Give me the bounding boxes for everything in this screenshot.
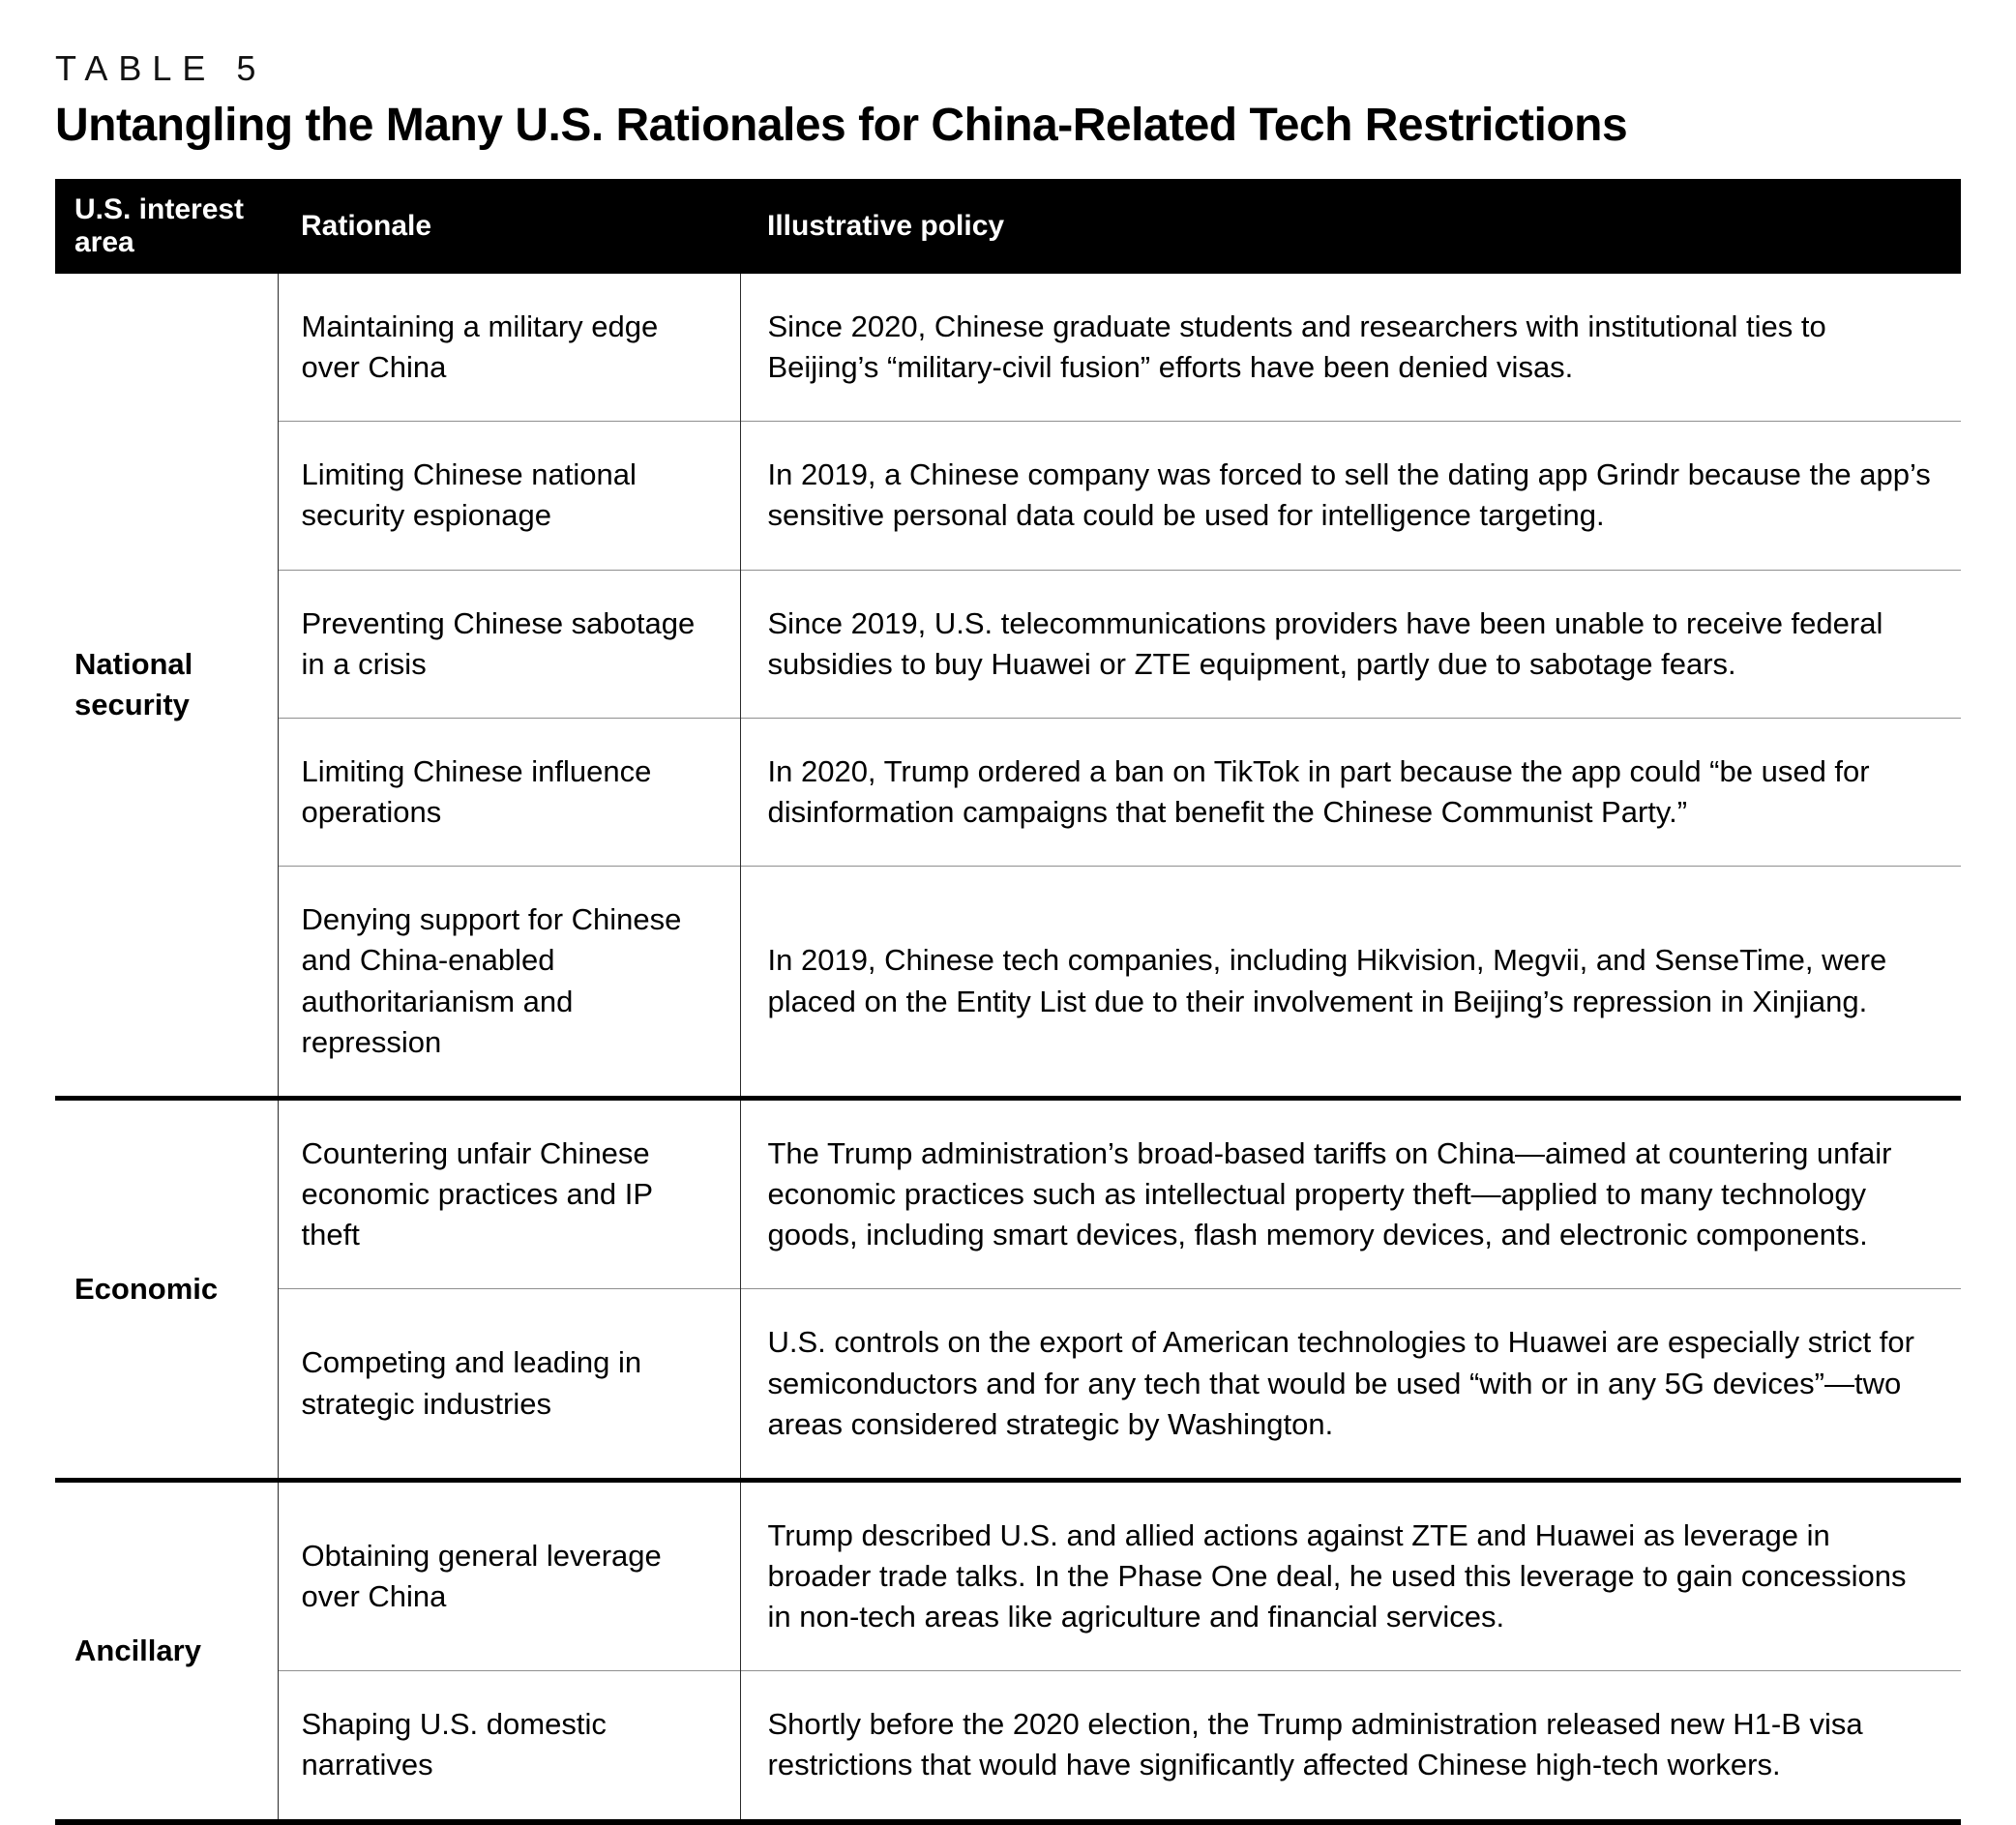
table-row: Denying support for Chinese and China-en… [55,866,1961,1099]
interest-area-cell-national-security: National security [55,274,279,1099]
table-row: Limiting Chinese influence operations In… [55,717,1961,867]
table-row: Shaping U.S. domestic narratives Shortly… [55,1670,1961,1822]
policy-cell: Since 2020, Chinese graduate students an… [767,309,1826,385]
policy-cell: In 2020, Trump ordered a ban on TikTok i… [740,717,1961,867]
col-header-illustrative-policy: Illustrative policy [740,179,1961,274]
table-row: Economic Countering unfair Chinese econo… [55,1095,1961,1481]
table-kicker: TABLE 5 [55,48,267,88]
rationale-cell: Denying support for Chinese and China-en… [278,866,741,1099]
table-row: Limiting Chinese national security espio… [55,421,1961,571]
policy-cell: Since 2019, U.S. telecommunications prov… [740,569,1961,719]
rationales-table: U.S. interest area Rationale Illustrativ… [55,179,1961,1825]
table-row: National security Maintaining a military… [55,274,1961,1099]
table-title: Untangling the Many U.S. Rationales for … [55,100,1628,151]
table-row: Ancillary Obtaining general leverage ove… [55,1477,1961,1822]
policy-cell: Shortly before the 2020 election, the Tr… [740,1670,1961,1822]
rationale-cell: Countering unfair Chinese economic pract… [278,1095,741,1289]
rationale-cell: Obtaining general leverage over China [278,1477,741,1671]
rationale-cell: Maintaining a military edge over China [278,274,741,422]
interest-area-cell-economic: Economic [55,1095,279,1481]
rationale-cell: Limiting Chinese influence operations [278,717,741,867]
policy-cell: U.S. controls on the export of American … [740,1288,1961,1481]
table-row: Competing and leading in strategic indus… [55,1288,1961,1481]
col-header-interest-area: U.S. interest area [55,179,278,274]
col-header-rationale: Rationale [278,179,740,274]
policy-cell: In 2019, Chinese tech companies, includi… [740,866,1961,1099]
interest-area-cell-ancillary: Ancillary [55,1477,279,1822]
table-header-row: U.S. interest area Rationale Illustrativ… [55,179,1961,274]
rationale-cell: Limiting Chinese national security espio… [278,421,741,571]
policy-cell: In 2019, a Chinese company was forced to… [740,421,1961,571]
rationale-cell: Shaping U.S. domestic narratives [278,1670,741,1822]
table-row: Preventing Chinese sabotage in a crisis … [55,569,1961,719]
rationale-cell: Competing and leading in strategic indus… [278,1288,741,1481]
policy-cell: Trump described U.S. and allied actions … [740,1477,1961,1671]
policy-cell: The Trump administration’s broad-based t… [740,1095,1961,1289]
rationale-cell: Preventing Chinese sabotage in a crisis [278,569,741,719]
